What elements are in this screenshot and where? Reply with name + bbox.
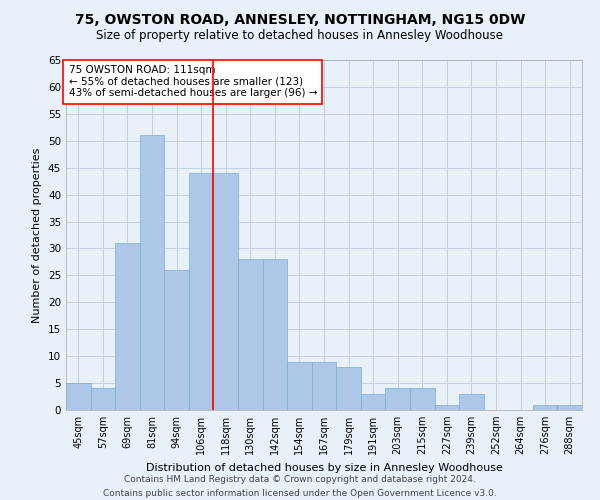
Y-axis label: Number of detached properties: Number of detached properties <box>32 148 43 322</box>
Bar <box>115 243 140 410</box>
Text: Size of property relative to detached houses in Annesley Woodhouse: Size of property relative to detached ho… <box>97 29 503 42</box>
X-axis label: Distribution of detached houses by size in Annesley Woodhouse: Distribution of detached houses by size … <box>146 462 502 472</box>
Bar <box>557 404 582 410</box>
Bar <box>410 388 434 410</box>
Bar <box>263 259 287 410</box>
Text: Contains HM Land Registry data © Crown copyright and database right 2024.
Contai: Contains HM Land Registry data © Crown c… <box>103 476 497 498</box>
Text: 75, OWSTON ROAD, ANNESLEY, NOTTINGHAM, NG15 0DW: 75, OWSTON ROAD, ANNESLEY, NOTTINGHAM, N… <box>75 12 525 26</box>
Bar <box>66 383 91 410</box>
Bar <box>214 173 238 410</box>
Bar <box>91 388 115 410</box>
Bar <box>189 173 214 410</box>
Bar <box>434 404 459 410</box>
Text: 75 OWSTON ROAD: 111sqm
← 55% of detached houses are smaller (123)
43% of semi-de: 75 OWSTON ROAD: 111sqm ← 55% of detached… <box>68 66 317 98</box>
Bar <box>164 270 189 410</box>
Bar <box>140 136 164 410</box>
Bar <box>459 394 484 410</box>
Bar <box>287 362 312 410</box>
Bar <box>385 388 410 410</box>
Bar <box>361 394 385 410</box>
Bar <box>312 362 336 410</box>
Bar <box>336 367 361 410</box>
Bar <box>238 259 263 410</box>
Bar <box>533 404 557 410</box>
